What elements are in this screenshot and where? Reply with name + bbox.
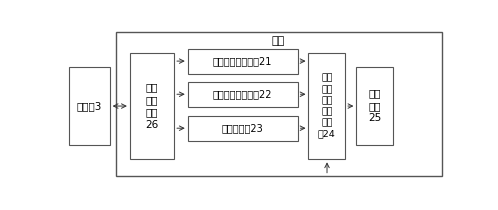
Text: 食品质量测量模块22: 食品质量测量模块22	[213, 89, 272, 99]
Bar	[188, 116, 298, 141]
Text: 冰箱: 冰箱	[272, 36, 285, 46]
Text: 数据
收发
模块
26: 数据 收发 模块 26	[145, 83, 158, 130]
Bar	[357, 67, 393, 145]
Text: 云平台3: 云平台3	[77, 101, 102, 111]
Text: 食品
新鲜
度等
级确
定模
块24: 食品 新鲜 度等 级确 定模 块24	[318, 74, 336, 138]
Bar	[308, 53, 345, 159]
Text: 气味传感器23: 气味传感器23	[222, 123, 263, 133]
Bar	[116, 33, 442, 176]
Bar	[130, 53, 174, 159]
Bar	[188, 49, 298, 74]
Bar	[69, 67, 110, 145]
Text: 食品种类获取模块21: 食品种类获取模块21	[213, 56, 272, 66]
Text: 存储
模块
25: 存储 模块 25	[368, 89, 381, 123]
Bar	[188, 82, 298, 107]
